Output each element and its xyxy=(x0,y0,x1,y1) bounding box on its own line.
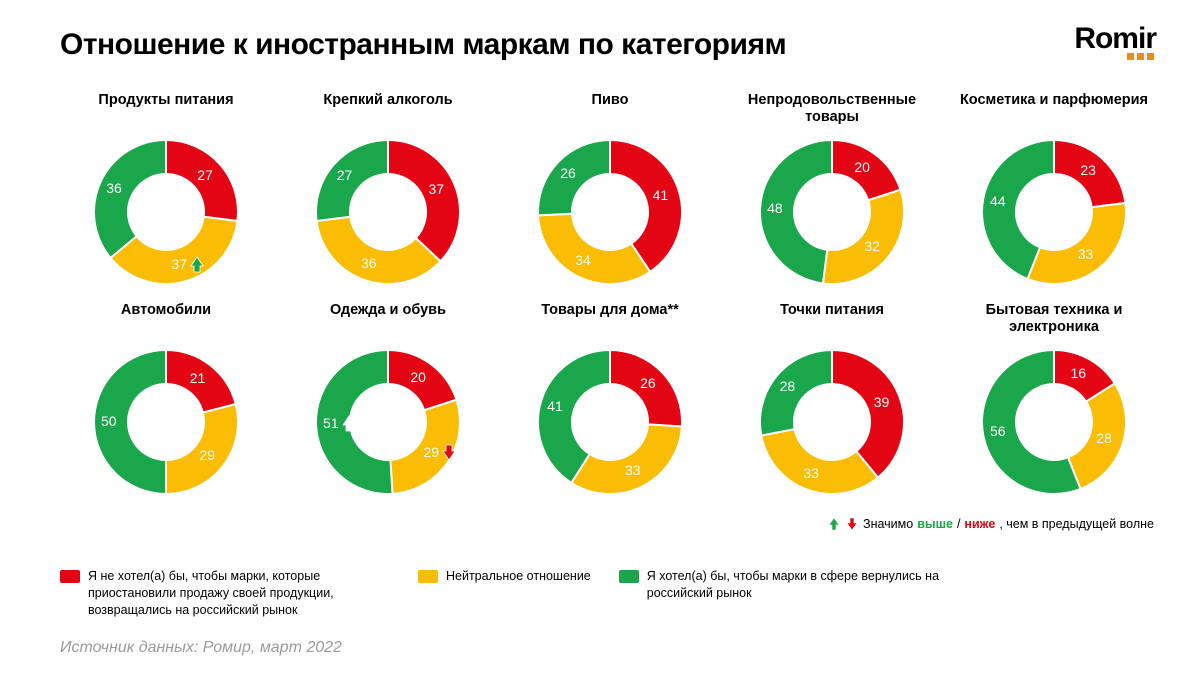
chart-grid: Продукты питания273736Крепкий алкоголь37… xyxy=(60,92,1160,498)
legend-item-red: Я не хотел(а) бы, чтобы марки, которые п… xyxy=(60,568,390,619)
sig-up: выше xyxy=(917,517,953,531)
chart-cell: Автомобили212950 xyxy=(60,302,272,498)
sig-sep: / xyxy=(957,517,960,531)
significance-note: Значимо выше / ниже , чем в предыдущей в… xyxy=(827,516,1154,532)
donut-chart: 373627 xyxy=(308,128,468,288)
data-source: Источник данных: Ромир, март 2022 xyxy=(60,639,342,657)
category-title: Одежда и обувь xyxy=(330,302,446,338)
chart-cell: Точки питания393328 xyxy=(726,302,938,498)
donut-chart: 413426 xyxy=(530,128,690,288)
category-title: Точки питания xyxy=(780,302,884,338)
page-title: Отношение к иностранным маркам по катего… xyxy=(60,28,1160,62)
chart-cell: Пиво413426 xyxy=(504,92,716,288)
swatch-red xyxy=(60,570,80,583)
sig-suffix: , чем в предыдущей волне xyxy=(999,517,1154,531)
sig-down: ниже xyxy=(964,517,995,531)
category-title: Косметика и парфюмерия xyxy=(960,92,1148,128)
category-title: Пиво xyxy=(592,92,629,128)
arrow-down-icon xyxy=(845,516,859,532)
donut-chart: 212950 xyxy=(86,338,246,498)
donut-chart: 202951 xyxy=(308,338,468,498)
category-title: Непродовольственные товары xyxy=(737,92,927,128)
chart-cell: Косметика и парфюмерия233344 xyxy=(948,92,1160,288)
chart-cell: Бытовая техника и электроника162856 xyxy=(948,302,1160,498)
category-title: Бытовая техника и электроника xyxy=(959,302,1149,338)
sig-prefix: Значимо xyxy=(863,517,913,531)
category-title: Автомобили xyxy=(121,302,211,338)
legend-item-yellow: Нейтральное отношение xyxy=(418,568,591,585)
donut-chart: 393328 xyxy=(752,338,912,498)
swatch-green xyxy=(619,570,639,583)
chart-cell: Непродовольственные товары203248 xyxy=(726,92,938,288)
legend-label: Я хотел(а) бы, чтобы марки в сфере верну… xyxy=(647,568,949,602)
legend: Я не хотел(а) бы, чтобы марки, которые п… xyxy=(60,568,949,619)
chart-cell: Продукты питания273736 xyxy=(60,92,272,288)
slide: Отношение к иностранным маркам по катего… xyxy=(0,0,1200,675)
logo: Romir xyxy=(1074,22,1156,60)
donut-chart: 162856 xyxy=(974,338,1134,498)
chart-cell: Одежда и обувь202951 xyxy=(282,302,494,498)
chart-cell: Крепкий алкоголь373627 xyxy=(282,92,494,288)
chart-cell: Товары для дома**263341 xyxy=(504,302,716,498)
legend-label: Нейтральное отношение xyxy=(446,568,591,585)
donut-chart: 233344 xyxy=(974,128,1134,288)
category-title: Продукты питания xyxy=(98,92,233,128)
logo-text: Romir xyxy=(1074,22,1156,56)
legend-item-green: Я хотел(а) бы, чтобы марки в сфере верну… xyxy=(619,568,949,602)
legend-label: Я не хотел(а) бы, чтобы марки, которые п… xyxy=(88,568,390,619)
arrow-up-icon xyxy=(827,516,841,532)
donut-chart: 203248 xyxy=(752,128,912,288)
swatch-yellow xyxy=(418,570,438,583)
category-title: Товары для дома** xyxy=(541,302,679,338)
donut-chart: 273736 xyxy=(86,128,246,288)
category-title: Крепкий алкоголь xyxy=(323,92,452,128)
donut-chart: 263341 xyxy=(530,338,690,498)
